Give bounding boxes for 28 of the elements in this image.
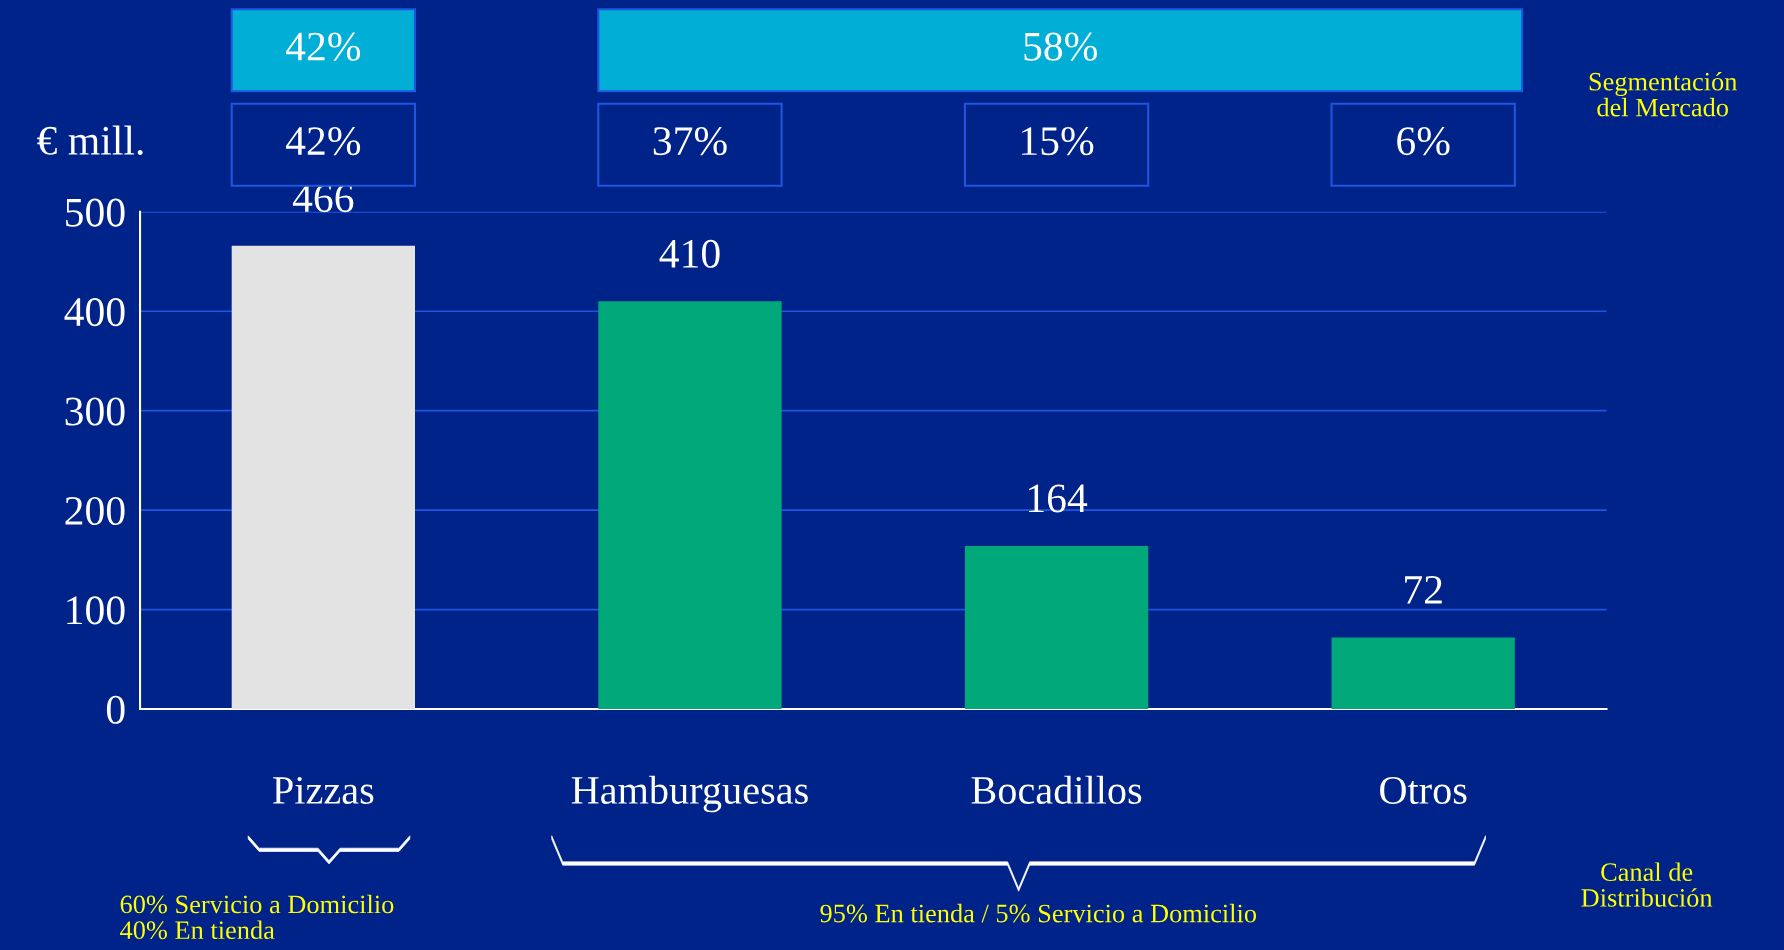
y-tick-label: 100 xyxy=(67,596,125,625)
text: 60% Servicio a Domicilio 40% En tienda xyxy=(120,894,394,940)
text: Segmentación del Mercado xyxy=(1589,72,1738,117)
y-tick-label: 400 xyxy=(64,298,125,327)
y-tick-label: 200 xyxy=(65,496,125,525)
text: 42% xyxy=(285,127,361,156)
text: Canal de Distribución xyxy=(1581,862,1713,907)
bar xyxy=(964,545,1149,709)
text: 6% xyxy=(1397,127,1450,156)
data-label: 72 xyxy=(1405,575,1442,604)
text: 58% xyxy=(1024,32,1098,61)
y-axis-title: € mill. xyxy=(37,125,143,156)
x-tick-label: Bocadillos xyxy=(971,775,1142,804)
x-tick-label: Otros xyxy=(1380,776,1467,804)
bar xyxy=(1331,637,1515,709)
y-tick-label: 300 xyxy=(65,397,125,426)
bar xyxy=(598,301,782,709)
x-tick-label: Hamburguesas xyxy=(571,775,808,813)
text: 42% xyxy=(285,32,361,61)
data-label: 410 xyxy=(659,239,720,268)
bar xyxy=(231,245,415,709)
data-label: 164 xyxy=(1028,484,1088,513)
text: 95% En tienda / 5% Servicio a Domicilio xyxy=(820,903,1257,923)
x-tick-label: Pizzas xyxy=(273,776,374,804)
text: 37% xyxy=(653,127,727,156)
y-tick-label: 500 xyxy=(66,198,125,227)
text: 15% xyxy=(1022,127,1094,156)
y-tick-label: 0 xyxy=(106,695,125,724)
